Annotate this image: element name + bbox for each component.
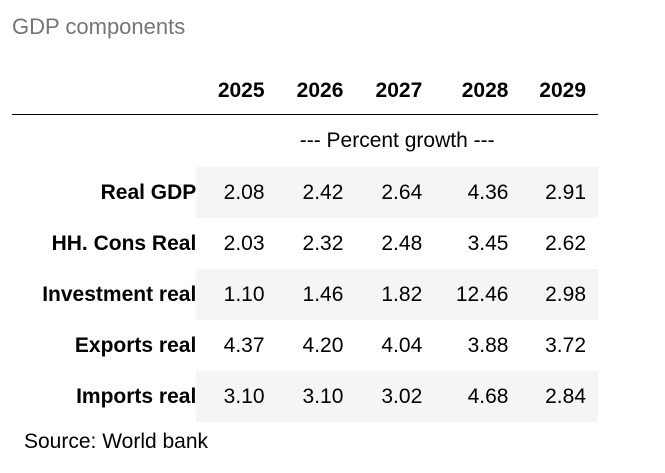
stub-header — [12, 68, 197, 115]
table-cell: 4.04 — [381, 334, 423, 357]
table-header-row: 2025 2026 2027 2028 2029 — [12, 68, 598, 115]
table-cell: 2.42 — [276, 167, 356, 218]
row-label: HH. Cons Real — [51, 232, 197, 255]
table-caption: GDP components — [12, 14, 186, 39]
table-cell: 2.62 — [545, 232, 586, 255]
table-cell: 2.84 — [520, 371, 598, 422]
column-header: 2029 — [520, 68, 598, 115]
row-label: Imports real — [76, 385, 197, 408]
table-cell: 2.08 — [196, 167, 277, 218]
table-row: Imports real 3.10 3.10 3.02 4.68 2.84 — [12, 371, 598, 422]
spanner-label: --- Percent growth --- — [299, 129, 495, 152]
table-cell: 1.46 — [276, 269, 356, 320]
table-row: HH. Cons Real 2.03 2.32 2.48 3.45 2.62 — [12, 218, 598, 269]
table-cell: 4.37 — [223, 334, 265, 357]
column-header: 2027 — [355, 68, 435, 115]
table-cell: 2.03 — [223, 232, 265, 255]
source-note: Source: World bank — [24, 430, 209, 453]
spanner-stub — [12, 115, 196, 168]
table-cell: 2.64 — [355, 167, 435, 218]
table-cell: 3.45 — [467, 232, 509, 255]
table-cell: 2.48 — [381, 232, 423, 255]
table-cell: 4.68 — [434, 371, 521, 422]
table-cell: 1.82 — [355, 269, 435, 320]
row-label: Real GDP — [100, 181, 197, 204]
column-header: 2025 — [196, 68, 277, 115]
gdp-components-table: 2025 2026 2027 2028 2029 --- Percent gro… — [12, 68, 598, 422]
column-header: 2028 — [434, 68, 521, 115]
spanner-row: --- Percent growth --- — [12, 115, 598, 168]
table-row: Investment real 1.10 1.46 1.82 12.46 2.9… — [12, 269, 598, 320]
table-cell: 2.98 — [520, 269, 598, 320]
table-cell: 3.72 — [545, 334, 586, 357]
table-cell: 4.20 — [302, 334, 344, 357]
column-header: 2026 — [276, 68, 356, 115]
table-row: Real GDP 2.08 2.42 2.64 4.36 2.91 — [12, 167, 598, 218]
row-label: Investment real — [42, 283, 197, 306]
table-row: Exports real 4.37 4.20 4.04 3.88 3.72 — [12, 320, 598, 371]
row-label: Exports real — [74, 334, 197, 357]
table-cell: 3.02 — [355, 371, 435, 422]
table-cell: 3.10 — [276, 371, 356, 422]
table-cell: 12.46 — [434, 269, 521, 320]
table-cell: 2.91 — [520, 167, 598, 218]
table-cell: 3.10 — [196, 371, 277, 422]
table-cell: 1.10 — [196, 269, 277, 320]
table-cell: 2.32 — [302, 232, 344, 255]
table-cell: 3.88 — [467, 334, 509, 357]
table-cell: 4.36 — [434, 167, 521, 218]
